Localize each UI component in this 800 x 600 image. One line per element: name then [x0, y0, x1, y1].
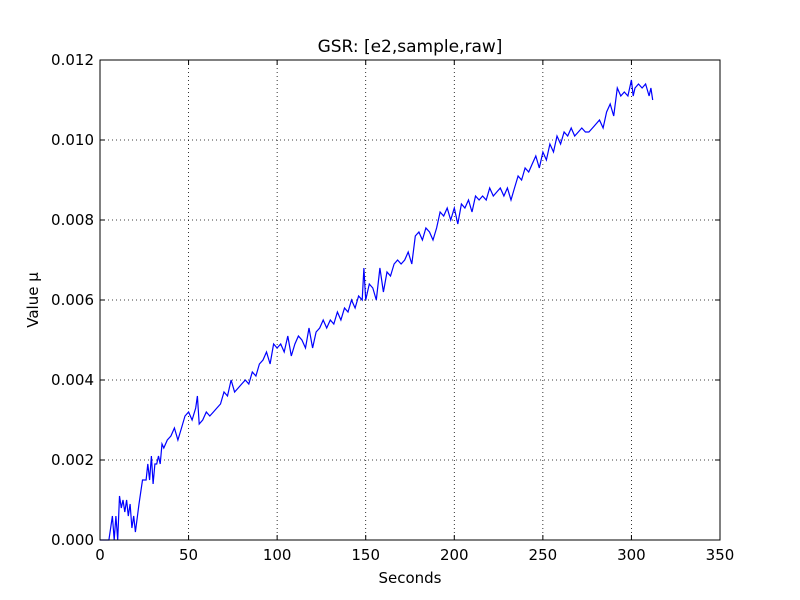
x-tick-label: 350 [706, 546, 735, 564]
x-tick-label: 200 [440, 546, 469, 564]
y-tick-label: 0.008 [51, 211, 94, 229]
x-tick-label: 100 [263, 546, 292, 564]
x-tick-label: 150 [351, 546, 380, 564]
plot-frame [99, 59, 721, 541]
x-tick-label: 50 [179, 546, 198, 564]
chart-title: GSR: [e2,sample,raw] [318, 37, 503, 57]
y-tick-label: 0.000 [51, 531, 94, 549]
data-layer [100, 79, 654, 541]
y-tick-label: 0.010 [51, 131, 94, 149]
x-tick-label: 300 [617, 546, 646, 564]
y-tick-label: 0.002 [51, 451, 94, 469]
series-line [100, 79, 654, 541]
x-tick-label: 250 [529, 546, 558, 564]
y-tick-label: 0.004 [51, 371, 94, 389]
y-tick-label: 0.012 [51, 51, 94, 69]
x-axis-label: Seconds [378, 569, 441, 587]
y-tick-label: 0.006 [51, 291, 94, 309]
tick-labels: 0 50 100 150 200 250 300 350 0.000 0.002 0.004 0.00… [51, 51, 734, 564]
y-axis-label: Value µ [24, 272, 42, 328]
x-tick-label: 0 [95, 546, 105, 564]
